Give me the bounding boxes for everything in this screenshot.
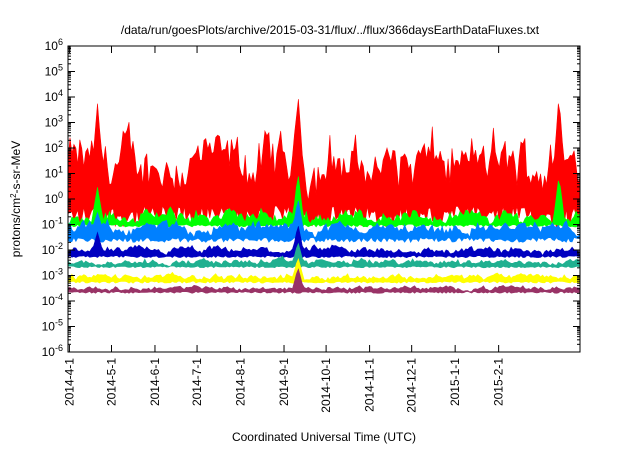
y-tick-label: 10-5: [42, 318, 63, 334]
y-tick-label: 101: [45, 165, 63, 181]
y-tick-label: 10-1: [42, 216, 63, 232]
y-tick-label: 10-6: [42, 343, 63, 359]
x-axis: 2014-4-1 2014-5-1 2014-6-1 2014-7-1 2014-8-1…: [62, 46, 506, 413]
y-tick-label: 104: [45, 88, 63, 104]
y-tick-label: 106: [45, 37, 63, 53]
x-tick-label: 2014-10-1: [319, 358, 333, 413]
x-tick-label: 2015-2-1: [492, 358, 506, 406]
x-tick-label: 2014-12-1: [405, 358, 419, 413]
x-tick-label: 2014-4-1: [62, 358, 76, 406]
x-tick-label: 2014-8-1: [234, 358, 248, 406]
x-tick-label: 2014-6-1: [148, 358, 162, 406]
y-tick-label: 10-2: [42, 241, 63, 257]
y-tick-label: 105: [45, 63, 63, 79]
y-tick-label: 102: [45, 139, 63, 155]
series-band-0: [67, 99, 581, 228]
x-tick-label: 2014-5-1: [104, 358, 118, 406]
y-axis-title: protons/cm2-s-sr-MeV: [9, 141, 24, 257]
x-tick-label: 2014-7-1: [190, 358, 204, 406]
x-tick-label: 2014-9-1: [277, 358, 291, 406]
y-tick-label: 10-4: [42, 292, 63, 308]
y-tick-label: 100: [45, 190, 63, 206]
x-axis-title: Coordinated Universal Time (UTC): [232, 430, 416, 444]
chart-title: /data/run/goesPlots/archive/2015-03-31/f…: [121, 23, 540, 37]
x-tick-label: 2014-11-1: [363, 358, 377, 412]
series-layer: [67, 99, 581, 294]
y-tick-label: 10-3: [42, 267, 63, 283]
y-axis: 10-6 10-5 10-4 10-3 10-2 10-1 100 101 102 103 104 1…: [42, 37, 580, 359]
x-tick-label: 2015-1-1: [448, 358, 462, 406]
y-tick-label: 103: [45, 114, 63, 130]
